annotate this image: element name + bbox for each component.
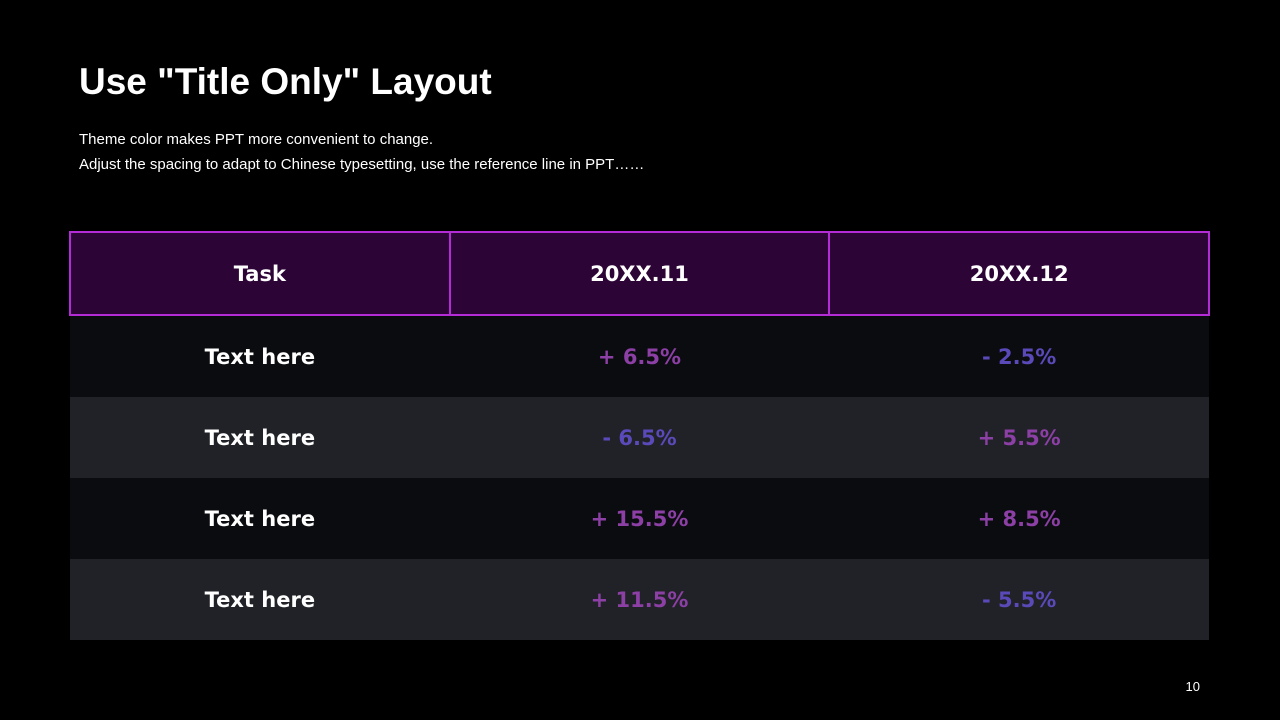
table-header: Task 20XX.11 20XX.12 xyxy=(69,231,1210,316)
subtitle-line: Theme color makes PPT more convenient to… xyxy=(79,131,434,148)
value-cell: + 15.5% xyxy=(449,478,830,559)
header-row: Task 20XX.11 20XX.12 xyxy=(69,231,1210,316)
task-cell: Text here xyxy=(70,559,450,640)
header-cell-task: Task xyxy=(69,231,451,316)
value-cell: + 6.5% xyxy=(449,315,830,397)
slide-title: Use "Title Only" Layout xyxy=(79,61,492,102)
task-cell: Text here xyxy=(70,315,450,397)
header-cell-20xx-11: 20XX.11 xyxy=(448,231,831,316)
value-cell: + 8.5% xyxy=(829,478,1209,559)
table-body: Text here + 6.5% - 2.5% Text here - 6.5%… xyxy=(70,315,1209,640)
table-row: Text here + 6.5% - 2.5% xyxy=(70,315,1209,397)
page-number: 10 xyxy=(1185,679,1200,694)
slide-subtitle: Theme color makes PPT more convenient to… xyxy=(79,127,644,177)
task-cell: Text here xyxy=(70,397,450,478)
table-row: Text here + 11.5% - 5.5% xyxy=(70,559,1209,640)
value-cell: - 2.5% xyxy=(829,315,1209,397)
task-cell: Text here xyxy=(70,478,450,559)
value-cell: + 5.5% xyxy=(829,397,1209,478)
header-cell-20xx-12: 20XX.12 xyxy=(828,231,1210,316)
subtitle-line: Adjust the spacing to adapt to Chinese t… xyxy=(79,156,645,173)
table-row: Text here + 15.5% + 8.5% xyxy=(70,478,1209,559)
value-cell: - 5.5% xyxy=(829,559,1209,640)
value-cell: + 11.5% xyxy=(449,559,830,640)
table-row: Text here - 6.5% + 5.5% xyxy=(70,397,1209,478)
value-cell: - 6.5% xyxy=(449,397,830,478)
data-table: Task 20XX.11 20XX.12 Text here + 6.5% - … xyxy=(69,231,1210,640)
